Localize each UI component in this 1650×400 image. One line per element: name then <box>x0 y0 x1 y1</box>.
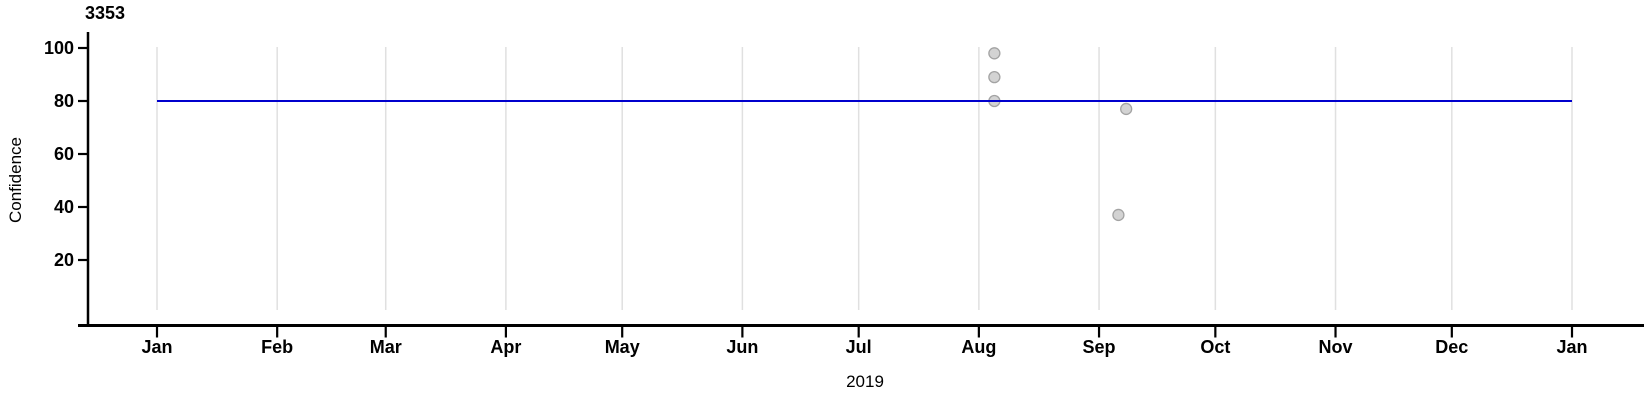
data-point <box>988 71 1001 84</box>
x-tick-label: Jan <box>1556 337 1587 357</box>
y-axis: 100 80 60 40 20 <box>44 32 90 327</box>
month-gridlines <box>156 47 1573 310</box>
x-tick-label: Oct <box>1200 337 1230 357</box>
y-tick-label: 80 <box>54 91 74 111</box>
y-tick-label: 40 <box>54 197 74 217</box>
y-tick-label: 60 <box>54 144 74 164</box>
x-axis: Jan Feb Mar Apr May Jun Jul Aug Sep Oct Nov Dec Jan <box>78 324 1644 357</box>
chart-title: 3353 <box>85 3 125 23</box>
x-tick-label: Feb <box>261 337 293 357</box>
x-tick-label: Jun <box>726 337 758 357</box>
data-points <box>988 47 1133 222</box>
y-tick-label: 20 <box>54 250 74 270</box>
y-axis-caption: Confidence <box>6 137 25 223</box>
y-tick-label: 100 <box>44 38 74 58</box>
x-tick-label: Jul <box>846 337 872 357</box>
x-tick-label: Mar <box>370 337 402 357</box>
data-point <box>1120 102 1133 116</box>
data-point <box>1112 208 1125 222</box>
x-tick-label: Aug <box>961 337 996 357</box>
x-tick-label: Jan <box>141 337 172 357</box>
x-axis-caption: 2019 <box>846 372 884 391</box>
x-tick-label: Sep <box>1083 337 1116 357</box>
x-tick-label: Apr <box>490 337 521 357</box>
data-point <box>988 47 1001 60</box>
x-tick-label: Nov <box>1319 337 1353 357</box>
x-tick-label: Dec <box>1435 337 1468 357</box>
x-tick-label: May <box>605 337 640 357</box>
